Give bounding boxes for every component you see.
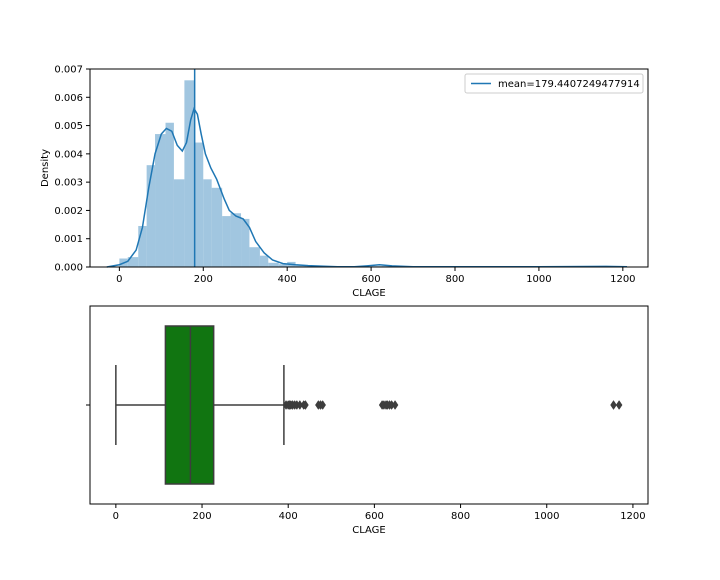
histogram-bar (295, 265, 307, 267)
legend-box (464, 73, 644, 94)
outlier-marker (391, 400, 399, 410)
x-tick-label: 200 (192, 511, 211, 522)
histogram-bar (241, 218, 250, 267)
x-tick-label: 600 (362, 274, 381, 285)
legend-label: mean=179.4407249477914 (498, 79, 640, 90)
histogram-bar (203, 179, 212, 267)
x-tick-label: 600 (365, 511, 384, 522)
x-tick-label: 1200 (610, 274, 635, 285)
histogram-bar (381, 265, 390, 267)
x-tick-label: 1200 (620, 511, 645, 522)
x-tick-label: 0 (113, 511, 119, 522)
y-tick-label: 0.003 (54, 178, 83, 189)
y-tick-label: 0.006 (54, 93, 83, 104)
axes-frame (89, 68, 649, 268)
histogram-bar (222, 216, 231, 267)
x-tick-label: 800 (445, 274, 464, 285)
histogram-bar (155, 134, 166, 267)
histogram-bar (165, 122, 174, 267)
histogram-bar (249, 247, 260, 267)
histogram-bar (230, 213, 242, 267)
histogram-bar (127, 257, 139, 267)
outlier-marker (615, 400, 623, 410)
histogram-bar (173, 179, 185, 267)
y-tick-label: 0.007 (54, 65, 83, 76)
x-axis-label: CLAGE (352, 288, 386, 299)
histogram-bar (278, 264, 288, 267)
histogram-bar (194, 142, 204, 267)
y-axis-label: Density (40, 149, 51, 187)
x-tick-label: 400 (278, 274, 297, 285)
x-tick-label: 400 (279, 511, 298, 522)
outlier-marker (319, 400, 326, 410)
histogram-bar (146, 165, 156, 267)
y-tick-label: 0.000 (54, 263, 83, 274)
boxplot-panel: 0 200 400 600 800 1000 1200 CLAGE (86, 305, 649, 536)
x-tick-label: 1000 (526, 274, 551, 285)
histogram-bar (211, 187, 223, 267)
y-tick-label: 0.001 (54, 234, 83, 245)
histogram-panel: 0 200 400 600 800 1000 1200 0.000 0.001 0.002 0.00… (40, 65, 649, 299)
histogram-bar (259, 255, 269, 267)
outlier-marker (610, 400, 617, 410)
x-axis-label: CLAGE (352, 525, 386, 536)
kde-line (106, 106, 628, 268)
histogram-bar (268, 262, 279, 267)
histogram-bar (184, 80, 195, 267)
y-tick-label: 0.002 (54, 206, 83, 217)
outlier-marker (302, 400, 309, 410)
iqr-box (164, 325, 215, 485)
x-tick-label: 200 (194, 274, 213, 285)
histogram-bar (138, 225, 147, 267)
x-tick-label: 1000 (534, 511, 559, 522)
y-tick-label: 0.004 (54, 149, 83, 160)
x-tick-label: 800 (451, 511, 470, 522)
x-tick-label: 0 (116, 274, 122, 285)
y-tick-label: 0.005 (54, 121, 83, 132)
